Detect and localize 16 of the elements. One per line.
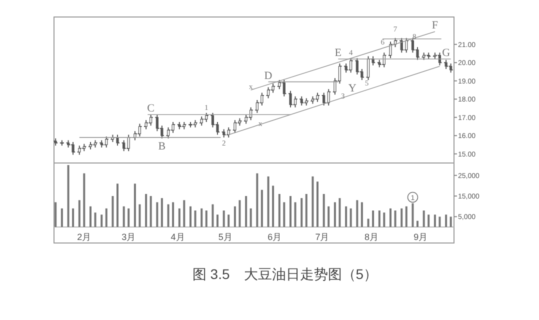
annotation: B — [158, 140, 166, 152]
annotation: C — [147, 102, 154, 115]
x-tick-label: 5月 — [218, 232, 232, 242]
x-tick-label: 6月 — [268, 232, 282, 242]
x-tick-label: 9月 — [414, 232, 428, 242]
x-tick-label: 7月 — [315, 232, 330, 242]
annotation: E — [334, 46, 342, 59]
x-tick-label: 2月 — [77, 232, 92, 242]
text: 图 3.5 大豆油日走势图（5） — [192, 266, 378, 282]
x-tick-label: 4月 — [170, 232, 185, 242]
x-tick-label: 8月 — [364, 232, 378, 242]
x-tick-label: 3月 — [122, 232, 136, 242]
annotation: D — [264, 70, 272, 82]
annotation: Y — [348, 82, 356, 95]
annotation: F — [432, 20, 438, 32]
annotation: G — [442, 46, 450, 59]
